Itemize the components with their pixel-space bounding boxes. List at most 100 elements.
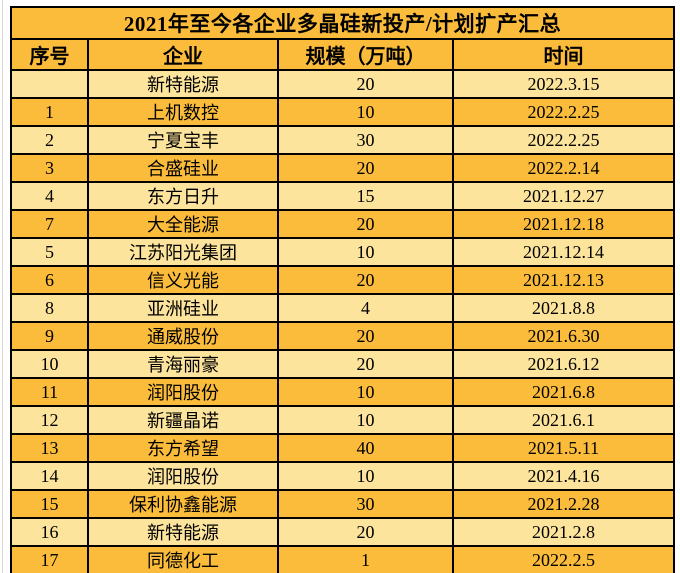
- row-no-cell: 17: [10, 545, 89, 573]
- row-company-cell: 新特能源: [87, 69, 279, 99]
- row-scale-cell: 10: [277, 405, 454, 435]
- column-header-scale: 规模（万吨）: [277, 38, 454, 71]
- table-row: 17 同德化工 1 2022.2.5: [10, 545, 676, 573]
- row-date-cell: 2021.12.13: [451, 265, 676, 295]
- row-company-cell: 同德化工: [87, 545, 279, 573]
- row-date-cell: 2021.6.1: [451, 405, 676, 435]
- column-header-company: 企业: [87, 38, 279, 71]
- row-scale-cell: 20: [277, 153, 454, 183]
- row-date-cell: 2021.4.16: [451, 461, 676, 491]
- row-no-cell: 3: [10, 153, 89, 183]
- row-no-cell: [10, 69, 89, 99]
- row-company-cell: 合盛硅业: [87, 153, 279, 183]
- row-date-cell: 2022.2.25: [451, 97, 676, 127]
- row-date-cell: 2021.5.11: [451, 433, 676, 463]
- table-header-row: 序号 企业 规模（万吨） 时间: [10, 38, 676, 71]
- row-date-cell: 2022.3.15: [451, 69, 676, 99]
- table-row: 2 宁夏宝丰 30 2022.2.25: [10, 125, 676, 155]
- table-row: 3 合盛硅业 20 2022.2.14: [10, 153, 676, 183]
- table-row: 13 东方希望 40 2021.5.11: [10, 433, 676, 463]
- row-scale-cell: 15: [277, 181, 454, 211]
- row-company-cell: 上机数控: [87, 97, 279, 127]
- row-no-cell: 10: [10, 349, 89, 379]
- table-row: 8 亚洲硅业 4 2021.8.8: [10, 293, 676, 323]
- row-no-cell: 6: [10, 265, 89, 295]
- row-scale-cell: 10: [277, 461, 454, 491]
- table-row: 新特能源 20 2022.3.15: [10, 69, 676, 99]
- row-date-cell: 2022.2.5: [451, 545, 676, 573]
- row-scale-cell: 20: [277, 321, 454, 351]
- table-row: 5 江苏阳光集团 10 2021.12.14: [10, 237, 676, 267]
- table-row: 7 大全能源 20 2021.12.18: [10, 209, 676, 239]
- row-date-cell: 2021.2.8: [451, 517, 676, 547]
- row-date-cell: 2021.12.14: [451, 237, 676, 267]
- row-company-cell: 宁夏宝丰: [87, 125, 279, 155]
- row-no-cell: 2: [10, 125, 89, 155]
- table-head: 2021年至今各企业多晶硅新投产/计划扩产汇总 序号 企业 规模（万吨） 时间: [9, 6, 676, 71]
- table-row: 15 保利协鑫能源 30 2021.2.28: [10, 489, 676, 519]
- row-no-cell: 12: [10, 405, 89, 435]
- row-company-cell: 保利协鑫能源: [87, 489, 279, 519]
- row-date-cell: 2021.6.30: [451, 321, 676, 351]
- row-company-cell: 新特能源: [87, 517, 279, 547]
- row-no-cell: 1: [10, 97, 89, 127]
- row-company-cell: 新疆晶诺: [87, 405, 279, 435]
- row-company-cell: 东方日升: [87, 181, 279, 211]
- row-scale-cell: 20: [277, 209, 454, 239]
- table-row: 10 青海丽豪 20 2021.6.12: [10, 349, 676, 379]
- row-date-cell: 2021.6.8: [451, 377, 676, 407]
- row-scale-cell: 1: [277, 545, 454, 573]
- table-title: 2021年至今各企业多晶硅新投产/计划扩产汇总: [9, 6, 676, 40]
- row-no-cell: 11: [10, 377, 89, 407]
- column-header-date: 时间: [451, 38, 676, 71]
- row-scale-cell: 10: [277, 377, 454, 407]
- table-row: 12 新疆晶诺 10 2021.6.1: [10, 405, 676, 435]
- table-row: 16 新特能源 20 2021.2.8: [10, 517, 676, 547]
- row-scale-cell: 20: [277, 265, 454, 295]
- row-company-cell: 润阳股份: [87, 461, 279, 491]
- row-company-cell: 通威股份: [87, 321, 279, 351]
- table-row: 14 润阳股份 10 2021.4.16: [10, 461, 676, 491]
- row-scale-cell: 30: [277, 125, 454, 155]
- row-date-cell: 2021.8.8: [451, 293, 676, 323]
- row-no-cell: 14: [10, 461, 89, 491]
- row-company-cell: 信义光能: [87, 265, 279, 295]
- table-title-row: 2021年至今各企业多晶硅新投产/计划扩产汇总: [9, 6, 676, 40]
- row-company-cell: 青海丽豪: [87, 349, 279, 379]
- row-scale-cell: 20: [277, 69, 454, 99]
- row-date-cell: 2021.12.18: [451, 209, 676, 239]
- table-row: 1 上机数控 10 2022.2.25: [10, 97, 676, 127]
- row-company-cell: 大全能源: [87, 209, 279, 239]
- row-scale-cell: 4: [277, 293, 454, 323]
- table-row: 9 通威股份 20 2021.6.30: [10, 321, 676, 351]
- expansion-summary-table: 2021年至今各企业多晶硅新投产/计划扩产汇总 序号 企业 规模（万吨） 时间 …: [9, 6, 676, 573]
- row-company-cell: 江苏阳光集团: [87, 237, 279, 267]
- row-scale-cell: 20: [277, 349, 454, 379]
- column-header-no: 序号: [10, 38, 89, 71]
- row-no-cell: 5: [10, 237, 89, 267]
- row-scale-cell: 20: [277, 517, 454, 547]
- table-row: 4 东方日升 15 2021.12.27: [10, 181, 676, 211]
- row-no-cell: 4: [10, 181, 89, 211]
- row-no-cell: 15: [10, 489, 89, 519]
- row-date-cell: 2021.6.12: [451, 349, 676, 379]
- row-date-cell: 2021.12.27: [451, 181, 676, 211]
- row-company-cell: 亚洲硅业: [87, 293, 279, 323]
- spreadsheet-gridline: [2, 0, 3, 573]
- row-scale-cell: 40: [277, 433, 454, 463]
- row-company-cell: 润阳股份: [87, 377, 279, 407]
- table-row: 11 润阳股份 10 2021.6.8: [10, 377, 676, 407]
- row-scale-cell: 10: [277, 237, 454, 267]
- row-scale-cell: 30: [277, 489, 454, 519]
- row-date-cell: 2022.2.25: [451, 125, 676, 155]
- row-date-cell: 2021.2.28: [451, 489, 676, 519]
- row-date-cell: 2022.2.14: [451, 153, 676, 183]
- row-no-cell: 7: [10, 209, 89, 239]
- table-body: 新特能源 20 2022.3.15 1 上机数控 10 2022.2.25 2 宁夏宝丰 30 20…: [10, 69, 676, 573]
- row-no-cell: 16: [10, 517, 89, 547]
- row-scale-cell: 10: [277, 97, 454, 127]
- row-company-cell: 东方希望: [87, 433, 279, 463]
- row-no-cell: 9: [10, 321, 89, 351]
- row-no-cell: 8: [10, 293, 89, 323]
- table-row: 6 信义光能 20 2021.12.13: [10, 265, 676, 295]
